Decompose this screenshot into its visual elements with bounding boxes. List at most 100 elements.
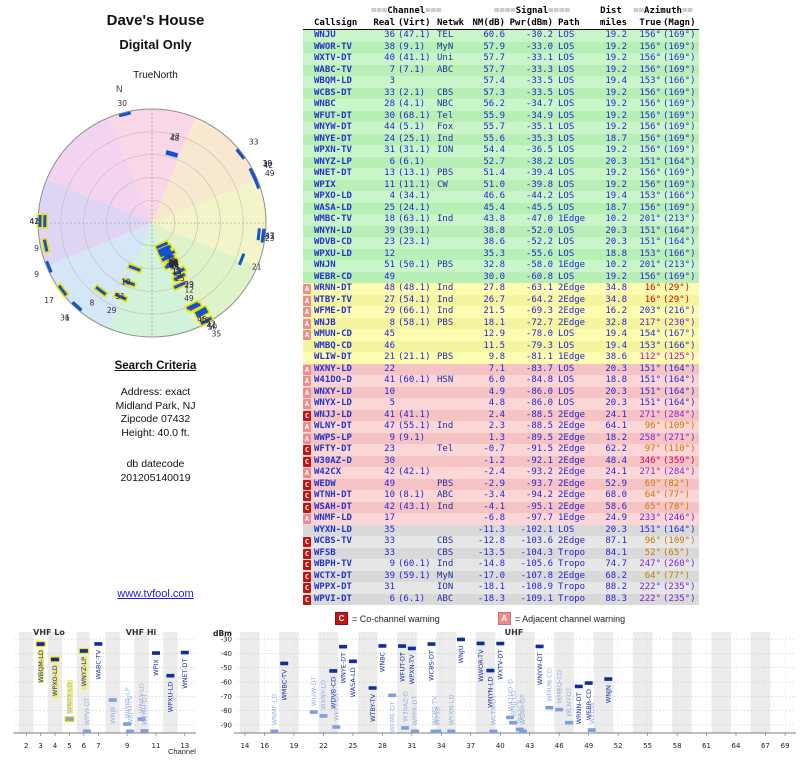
cell-callsign: WLIW-DT [314,352,352,362]
x-tick-label: 22 [319,742,328,750]
cell-azimuth-true: 151° [639,398,661,408]
cell-callsign: WFTY-DT [314,444,352,454]
x-tick-label: 25 [348,742,357,750]
cell-virt: (50.1) [398,260,431,270]
cell-path: Tropo [558,582,586,592]
cell-azimuth-magn: (235°) [663,582,696,592]
station-channel-label: 10 [208,322,218,331]
cell-pwr: -89.5 [525,432,553,443]
warn-marker: A [303,467,313,479]
cell-virt [395,525,435,537]
address-line: Address: exact [120,386,191,398]
cell-network [435,76,469,88]
cell-path: 2Edge [558,306,586,316]
cell-nm: 18.1 [483,317,505,328]
cell-path: 2Edge [558,432,586,443]
station-tick [118,111,132,118]
warning-legend: C = Co-channel warning A = Adjacent chan… [335,612,625,625]
cell-callsign: WNYN-LD [314,225,352,236]
x-tick-label: 2 [24,742,28,750]
cell-azimuth-magn: (169°) [663,41,696,52]
warn-marker [303,341,313,353]
cell-real: 23 [384,237,395,247]
station-bar [270,729,279,734]
station-channel-label: 38 [168,258,178,267]
channel-band [240,632,250,733]
cell-virt: (34.1) [398,191,431,201]
channel-band [105,632,120,733]
cell-path: LOS [558,237,575,247]
cell-path: 1Edge [558,214,586,224]
band-title: VHF Lo [33,628,65,637]
warn-marker [303,191,313,203]
warn-marker: A [303,283,313,295]
station-bar [329,669,338,673]
table-row: WNJN 51 (50.1) PBS 32.8 -58.0 1Edge 10.2 201° (21… [303,260,699,272]
cell-network: PBS [437,317,454,328]
x-tick-label: 19 [290,742,299,750]
station-tick [157,245,171,254]
cell-nm: 30.0 [483,271,505,282]
cell-callsign: WYXN-LD [314,524,352,535]
warn-marker [303,168,313,180]
channel-band [436,632,447,733]
station-label: WXTV-DT [497,650,505,680]
search-criteria-heading: Search Criteria [114,360,197,372]
cell-virt: (13.1) [398,168,431,178]
cell-real: 49 [384,478,395,489]
cell-azimuth-true: 222° [639,593,661,604]
cochannel-flag: C [303,456,311,467]
cell-miles: 58.6 [605,501,627,512]
station-label: WPPX-DT [411,696,419,726]
cell-network: Ind [437,214,454,224]
station-label: W41DO-D [506,679,514,711]
cell-callsign: WCTX-DT [314,570,352,581]
cell-nm: -2.4 [483,467,505,477]
x-tick-label: 61 [702,742,711,750]
adjacent-text: = Adjacent channel warning [514,613,626,624]
station-label: WLNY-DT [565,687,573,716]
station-channel-label: 42 [29,217,39,226]
tvfool-link[interactable]: www.tvfool.com [117,588,194,600]
cell-callsign: WNYW-DT [314,122,352,132]
station-bar [82,729,91,734]
cell-callsign: WNMF-LD [314,513,352,523]
cell-callsign: W42CX [314,467,342,477]
station-tick [256,228,261,241]
warn-marker: A [303,295,313,307]
station-bar [535,644,544,649]
cell-miles: 18.2 [605,432,627,443]
station-label: WWPS-LP [123,687,131,718]
cell-callsign: WRNN-DT [314,283,352,293]
cell-callsign: WNYZ-LP [314,156,352,167]
cell-real: 29 [384,306,395,316]
signal-table: ===Channel=== ====Signal==== Dist ==Azimuth… [303,6,699,605]
cell-virt: (60.1) [398,375,431,385]
station-bar [126,729,135,734]
cochannel-flag: C [303,445,311,455]
cell-path: LOS [558,202,575,213]
station-label: WNJJ-LD [509,691,517,717]
station-bar [137,717,146,721]
warn-marker [303,214,313,226]
station-tick [165,151,178,158]
cell-network: Ind [437,306,454,316]
channel-band [711,632,722,733]
station-channel-label: 31 [170,263,180,272]
cell-path: LOS [558,133,575,144]
station-bar [152,651,160,655]
channel-band [632,632,643,733]
cell-path: LOS [558,168,575,178]
station-tick [196,309,209,319]
station-tick [173,272,186,281]
table-row: WNBC 28 (4.1) NBC 56.2 -34.7 LOS 19.2 156° (169°) [303,99,699,111]
table-row: C WFSB 33 CBS -13.5 -104.3 Tropo 84.1 52° (65°) [303,547,699,559]
warn-marker [303,122,313,134]
cell-path: 2Edge [558,444,586,454]
station-bar [339,644,348,649]
cell-azimuth-true: 156° [639,87,661,98]
cell-path: 2Edge [558,283,586,293]
cell-azimuth-magn: (65°) [663,547,691,558]
cell-pwr: -58.0 [525,260,553,270]
station-channel-label: 30 [117,99,127,108]
